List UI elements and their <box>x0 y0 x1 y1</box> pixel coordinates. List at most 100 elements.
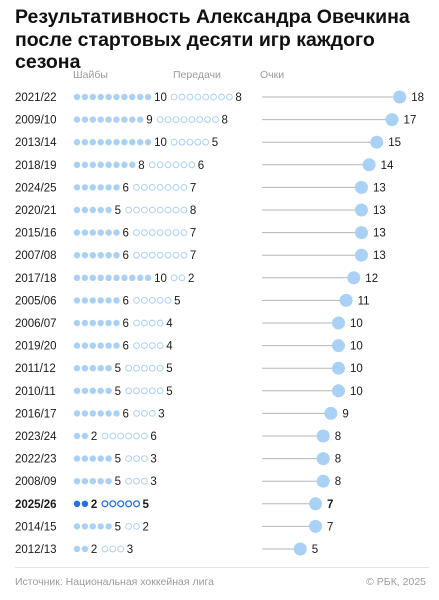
assist-dot <box>133 229 140 237</box>
season-label: 2009/10 <box>15 115 57 127</box>
season-row: 2012/13 2 3 5 <box>15 542 318 556</box>
assists-value: 8 <box>190 205 196 217</box>
assist-dot <box>141 229 148 237</box>
points-marker <box>370 135 384 149</box>
season-row: 2006/07 6 4 10 <box>15 316 363 330</box>
assist-dot <box>141 184 148 191</box>
goals-value: 8 <box>138 160 144 172</box>
assist-dot <box>180 251 188 259</box>
goal-dot <box>73 274 81 281</box>
points-marker <box>393 90 407 104</box>
assist-dot <box>180 161 188 169</box>
assist-dot <box>141 251 148 259</box>
assist-dot <box>156 364 164 372</box>
assist-dot <box>156 116 164 123</box>
goal-dot <box>81 500 89 507</box>
season-label: 2007/08 <box>15 250 57 262</box>
assist-dot <box>141 432 148 440</box>
season-label: 2014/15 <box>15 521 57 533</box>
points-marker <box>324 406 338 420</box>
assist-dot <box>141 297 148 304</box>
goal-dot <box>89 206 97 214</box>
goal-dot <box>105 116 112 123</box>
assist-dot <box>141 410 148 417</box>
assist-dot <box>180 116 188 123</box>
points-marker <box>339 293 353 307</box>
points-value: 5 <box>312 544 318 556</box>
assist-dot <box>117 500 125 508</box>
goal-dot <box>73 545 81 553</box>
assist-dot <box>170 93 178 101</box>
goal-dot <box>97 252 104 259</box>
assist-dot <box>133 523 140 530</box>
assists-value: 3 <box>150 476 156 488</box>
season-row: 2020/21 5 8 13 <box>15 203 386 217</box>
goals-value: 6 <box>123 250 129 262</box>
assist-dot <box>188 161 196 169</box>
assist-dot <box>125 500 133 508</box>
goal-dot <box>73 184 81 191</box>
points-marker <box>362 158 376 172</box>
points-value: 12 <box>365 273 378 285</box>
season-label: 2021/22 <box>15 92 57 104</box>
goal-dot <box>105 229 112 236</box>
assist-dot <box>148 410 156 417</box>
assist-dot <box>141 364 148 372</box>
goal-dot <box>105 365 112 372</box>
assist-dot <box>148 342 156 350</box>
goal-dot <box>121 93 128 101</box>
points-value: 15 <box>388 137 401 149</box>
goal-dot <box>81 274 89 281</box>
goal-dot <box>81 139 89 146</box>
goal-dot <box>89 161 97 168</box>
goal-dot <box>105 184 112 191</box>
assists-value: 5 <box>143 499 150 511</box>
assist-dot <box>148 364 156 372</box>
points-marker <box>316 474 330 488</box>
season-label: 2025/26 <box>15 499 57 511</box>
assist-dot <box>156 229 164 237</box>
goal-dot <box>129 161 136 168</box>
goal-dot <box>89 365 97 372</box>
goal-dot <box>81 229 89 236</box>
goal-dot <box>97 319 104 327</box>
assists-value: 3 <box>158 408 164 420</box>
assist-dot <box>148 251 156 259</box>
assist-dot <box>133 342 140 350</box>
goal-dot <box>97 478 104 485</box>
season-row: 2005/06 6 5 11 <box>15 293 370 307</box>
chart-title: Результативность Александра Овечкина пос… <box>15 6 410 73</box>
assist-dot <box>125 364 133 372</box>
assists-value: 3 <box>127 544 133 556</box>
source-note: Источник: Национальная хоккейная лига <box>15 576 214 588</box>
assist-dot <box>156 161 164 169</box>
goal-dot <box>113 93 120 101</box>
points-value: 11 <box>358 295 370 307</box>
goal-dot <box>73 93 81 101</box>
assist-dot <box>178 274 186 282</box>
points-value: 10 <box>350 386 363 398</box>
assist-dot <box>180 184 188 191</box>
goal-dot <box>81 161 89 168</box>
assist-dot <box>194 138 202 146</box>
assist-dot <box>141 319 148 327</box>
goal-dot <box>105 274 112 281</box>
assist-dot <box>204 116 212 123</box>
goal-dot <box>73 297 81 304</box>
assist-dot <box>164 184 172 191</box>
assists-value: 8 <box>235 92 241 104</box>
season-row: 2022/23 5 3 8 <box>15 452 341 466</box>
assist-dot <box>148 229 156 237</box>
assist-dot <box>226 93 233 101</box>
season-row: 2019/20 6 4 10 <box>15 339 363 353</box>
assists-value: 8 <box>222 115 228 127</box>
goal-dot <box>89 387 97 394</box>
goal-dot <box>81 342 89 349</box>
points-value: 7 <box>327 521 333 533</box>
assist-dot <box>156 387 164 395</box>
goal-dot <box>89 274 97 281</box>
assist-dot <box>156 184 164 191</box>
goal-dot <box>73 478 81 485</box>
goal-dot <box>137 93 144 101</box>
goal-dot <box>121 274 128 281</box>
